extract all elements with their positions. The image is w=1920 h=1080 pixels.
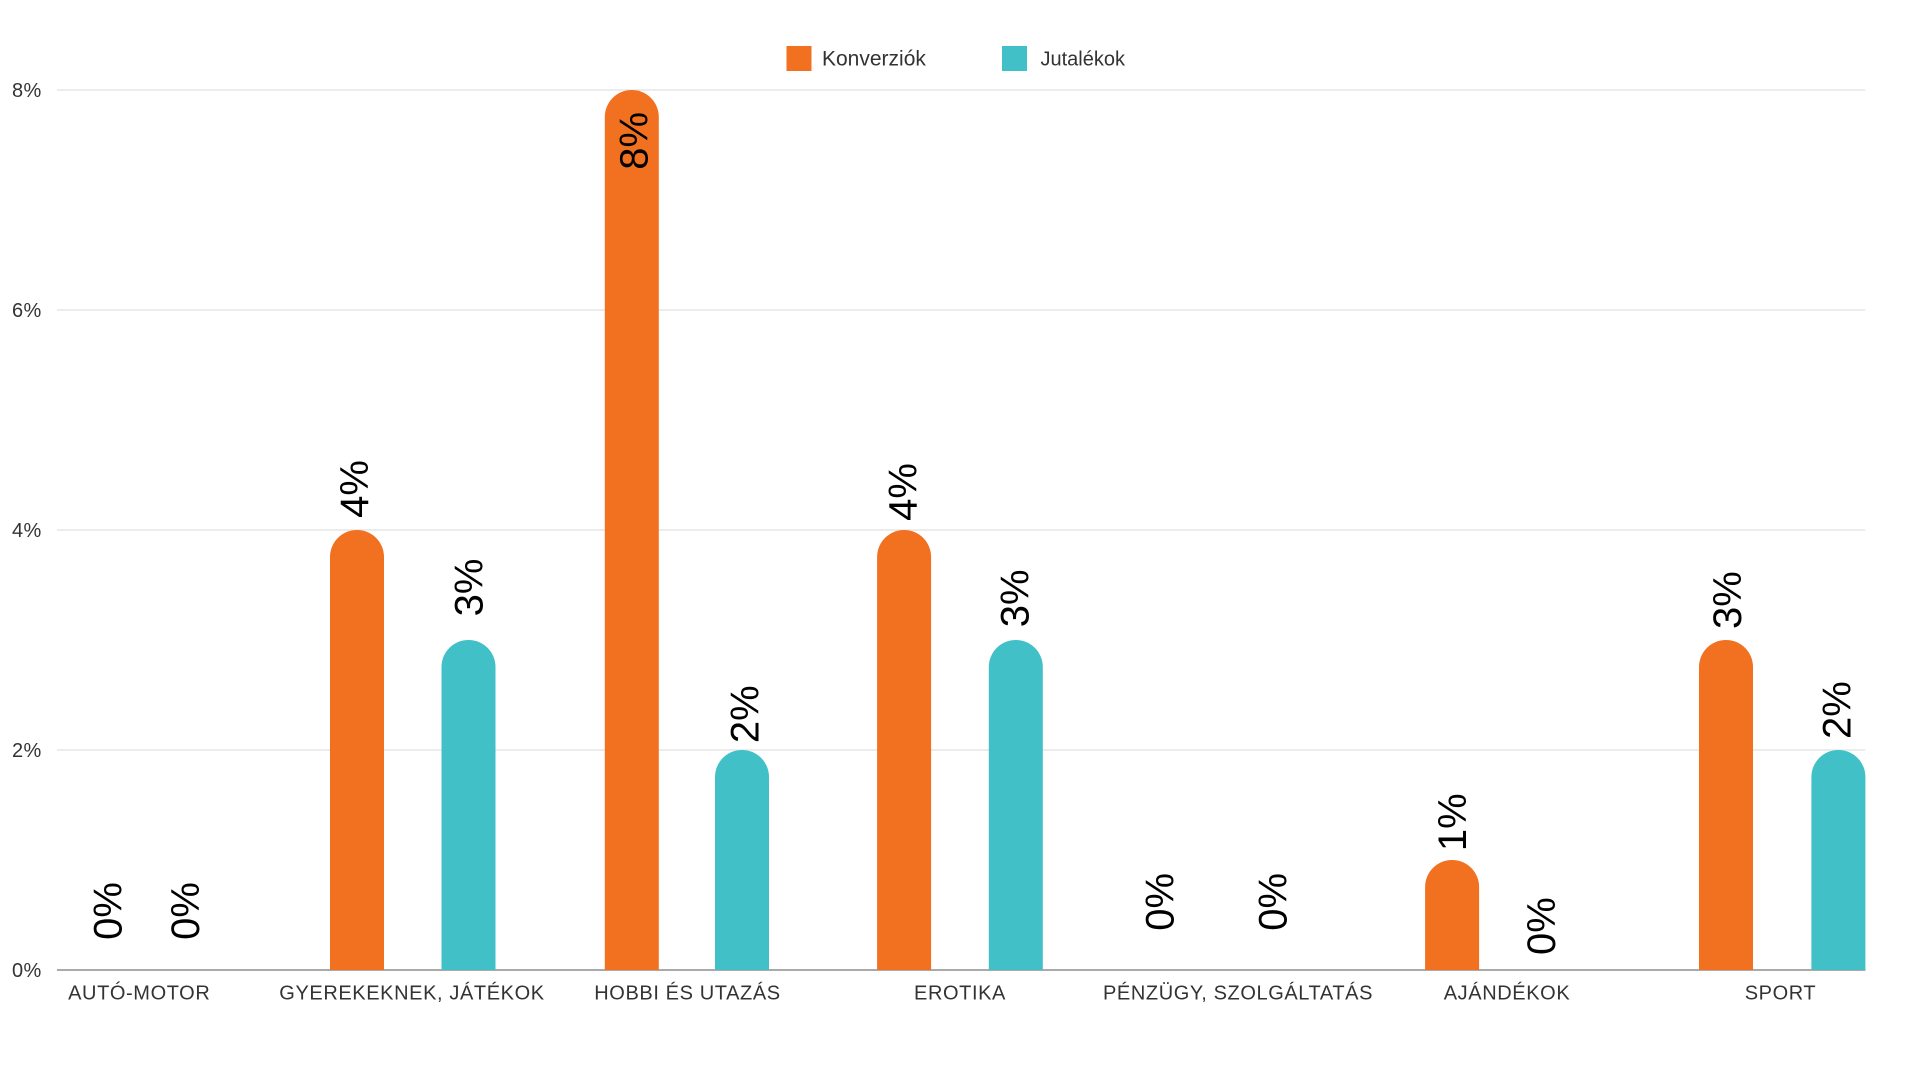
svg-text:4%: 4% [333,460,377,518]
svg-text:2%: 2% [1815,681,1859,739]
svg-text:0%: 0% [1520,897,1564,955]
svg-text:PÉNZÜGY, SZOLGÁLTATÁS: PÉNZÜGY, SZOLGÁLTATÁS [1103,982,1373,1005]
svg-text:EROTIKA: EROTIKA [914,983,1006,1005]
svg-text:2%: 2% [723,685,767,743]
svg-text:HOBBI ÉS UTAZÁS: HOBBI ÉS UTAZÁS [594,982,780,1005]
svg-text:0%: 0% [1138,873,1182,931]
svg-text:0%: 0% [12,960,42,982]
svg-text:GYEREKEKNEK, JÁTÉKOK: GYEREKEKNEK, JÁTÉKOK [279,982,544,1005]
svg-text:SPORT: SPORT [1745,983,1817,1005]
svg-text:1%: 1% [1431,793,1475,851]
svg-text:AJÁNDÉKOK: AJÁNDÉKOK [1444,982,1571,1005]
svg-text:6%: 6% [12,300,42,322]
svg-text:3%: 3% [993,569,1037,627]
svg-text:4%: 4% [12,520,42,542]
svg-text:8%: 8% [612,112,656,170]
svg-text:3%: 3% [447,559,491,617]
svg-text:Konverziók: Konverziók [822,48,926,71]
svg-text:4%: 4% [881,463,925,521]
svg-text:0%: 0% [1252,873,1296,931]
svg-text:0%: 0% [164,882,208,940]
svg-text:AUTÓ-MOTOR: AUTÓ-MOTOR [68,982,210,1005]
svg-text:0%: 0% [86,882,130,940]
svg-text:2%: 2% [12,740,42,762]
svg-text:8%: 8% [12,80,42,102]
svg-text:3%: 3% [1706,571,1750,629]
svg-text:Jutalékok: Jutalékok [1041,49,1126,71]
